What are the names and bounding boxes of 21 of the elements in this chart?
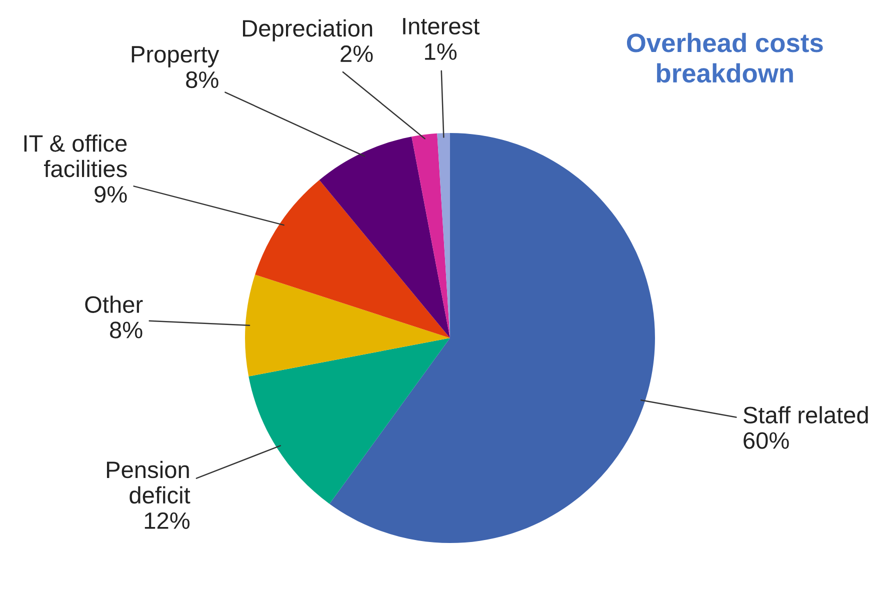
slice-label: Depreciation (242, 19, 372, 42)
pie-slice (319, 136, 450, 338)
pie-slice (255, 180, 450, 338)
pie-slice (245, 274, 450, 376)
data-label: 12% (144, 512, 190, 529)
slice-label: Pension deficit (106, 460, 190, 504)
slice-label: Other (85, 296, 143, 313)
slice-label: Staff related (744, 406, 868, 424)
pie-slice (330, 133, 655, 543)
slice-label: Property (132, 46, 220, 68)
slice-label: Interest (403, 18, 480, 35)
data-label: 2% (340, 45, 373, 62)
pie-slice (412, 133, 450, 338)
pie-slice (248, 338, 450, 504)
data-label: 8% (110, 322, 142, 338)
data-label: 1% (425, 43, 457, 60)
text: Overhead costs breakdown (626, 32, 823, 83)
slice-label: IT & office facilities (24, 134, 127, 178)
data-label: 8% (186, 71, 218, 88)
data-label: 9% (94, 186, 127, 203)
data-label: 60% (744, 432, 789, 449)
